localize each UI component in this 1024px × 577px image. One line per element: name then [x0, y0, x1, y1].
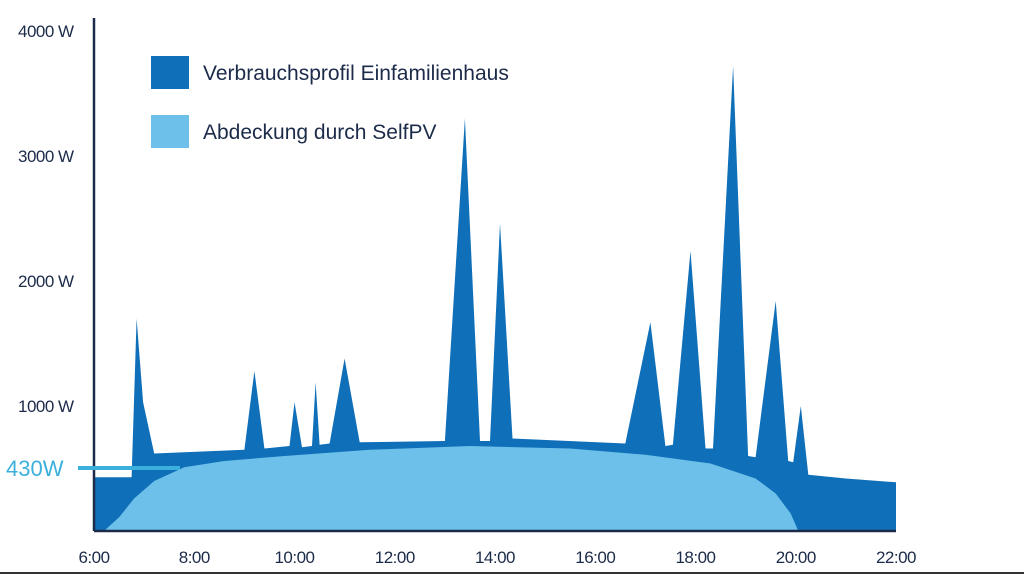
- x-tick-label: 20:00: [776, 548, 816, 567]
- x-tick-label: 18:00: [675, 548, 715, 567]
- area-selfpv: [104, 446, 799, 531]
- legend-label-selfpv: Abdeckung durch SelfPV: [203, 121, 436, 144]
- legend-swatch-verbrauchsprofil: [151, 56, 189, 89]
- x-tick-label: 8:00: [179, 548, 210, 567]
- y-tick-label: 3000 W: [18, 147, 74, 166]
- y-tick-labels: 4000 W 3000 W 2000 W 1000 W: [18, 22, 75, 416]
- plot-areas: [94, 66, 896, 531]
- x-tick-label: 14:00: [475, 548, 515, 567]
- legend-label-verbrauchsprofil: Verbrauchsprofil Einfamilienhaus: [203, 62, 509, 85]
- y-tick-label: 1000 W: [18, 397, 74, 416]
- y-tick-label: 2000 W: [18, 272, 74, 291]
- area-verbrauchsprofil: [94, 66, 896, 531]
- x-tick-label: 22:00: [876, 548, 916, 567]
- x-tick-label: 10:00: [274, 548, 314, 567]
- 430w-marker: 430W: [6, 456, 180, 481]
- x-tick-label: 12:00: [375, 548, 415, 567]
- legend-swatch-selfpv: [151, 115, 189, 148]
- y-tick-label: 4000 W: [18, 22, 74, 41]
- 430w-marker-label: 430W: [6, 456, 64, 481]
- x-tick-label: 16:00: [575, 548, 615, 567]
- x-tick-labels: 6:00 8:00 10:00 12:00 14:00 16:00 18:00 20:00 22…: [78, 548, 916, 567]
- legend: Verbrauchsprofil Einfamilienhaus Abdecku…: [151, 56, 509, 148]
- x-tick-label: 6:00: [78, 548, 109, 567]
